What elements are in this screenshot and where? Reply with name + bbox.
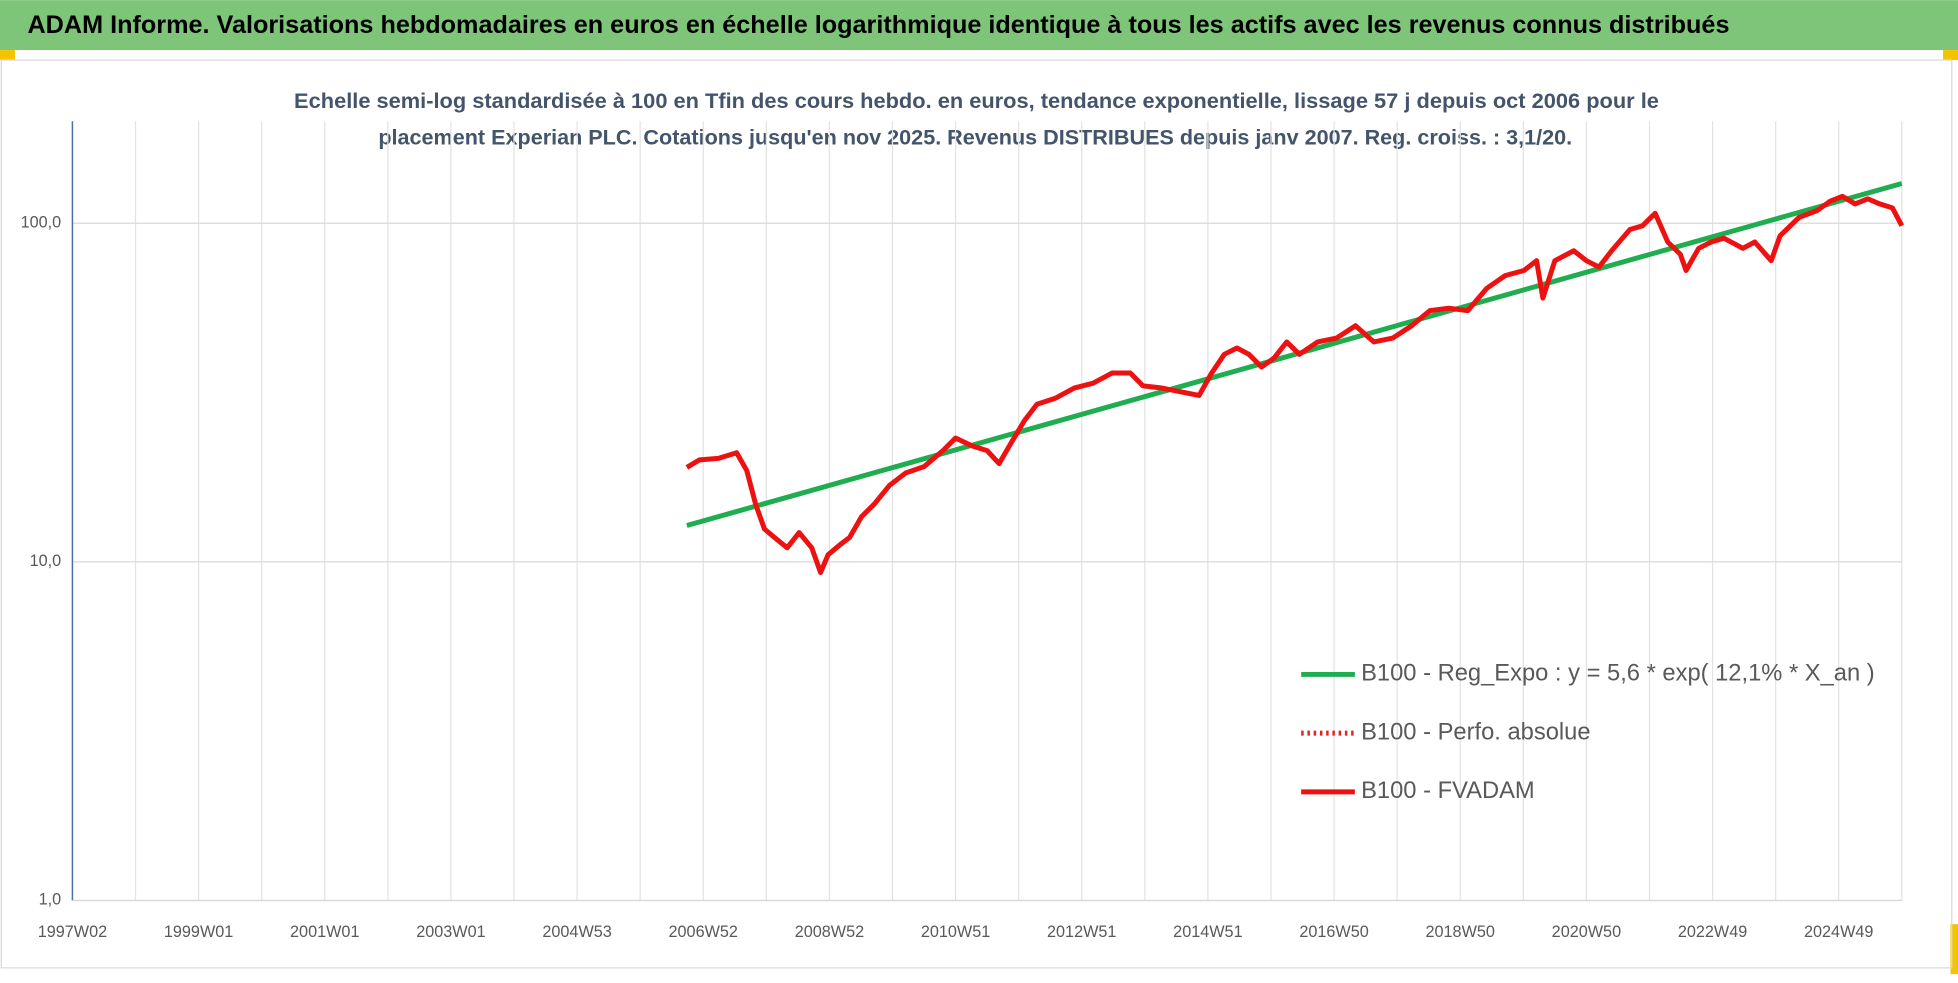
corner-marker	[1943, 50, 1958, 61]
x-tick-label: 2004W53	[542, 923, 611, 941]
y-tick-label: 100,0	[21, 213, 62, 231]
title-banner	[0, 0, 1958, 51]
x-tick-label: 2016W50	[1299, 923, 1368, 941]
x-tick-label: 1997W02	[38, 923, 107, 941]
chart-subtitle: placement Experian PLC. Cotations jusqu'…	[378, 126, 1572, 149]
x-tick-label: 2020W50	[1552, 923, 1621, 941]
x-tick-label: 2001W01	[290, 923, 359, 941]
chart-frame	[0, 59, 1953, 969]
y-tick-label: 1,0	[39, 891, 62, 909]
x-tick-label: 2010W51	[921, 923, 990, 941]
x-tick-label: 2024W49	[1804, 923, 1873, 941]
x-tick-label: 2014W51	[1173, 923, 1242, 941]
data-line	[686, 181, 1903, 528]
corner-marker	[0, 50, 15, 61]
x-tick-label: 2008W52	[795, 923, 864, 941]
chart-title: ADAM Informe. Valorisations hebdomadaire…	[27, 11, 1729, 39]
x-tick-label: 2022W49	[1678, 923, 1747, 941]
x-tick-label: 2012W51	[1047, 923, 1116, 941]
x-tick-label: 2006W52	[669, 923, 738, 941]
legend-label: B100 - Perfo. absolue	[1361, 719, 1590, 745]
legend-label: B100 - FVADAM	[1361, 778, 1535, 804]
chart-subtitle: Echelle semi-log standardisée à 100 en T…	[294, 90, 1659, 113]
legend-label: B100 - Reg_Expo : y = 5,6 * exp( 12,1% *…	[1361, 661, 1875, 687]
y-tick-label: 10,0	[30, 552, 62, 570]
x-tick-label: 2018W50	[1426, 923, 1495, 941]
x-tick-label: 1999W01	[164, 923, 233, 941]
corner-marker	[1950, 924, 1958, 975]
data-line	[685, 193, 1905, 575]
x-tick-label: 2003W01	[416, 923, 485, 941]
